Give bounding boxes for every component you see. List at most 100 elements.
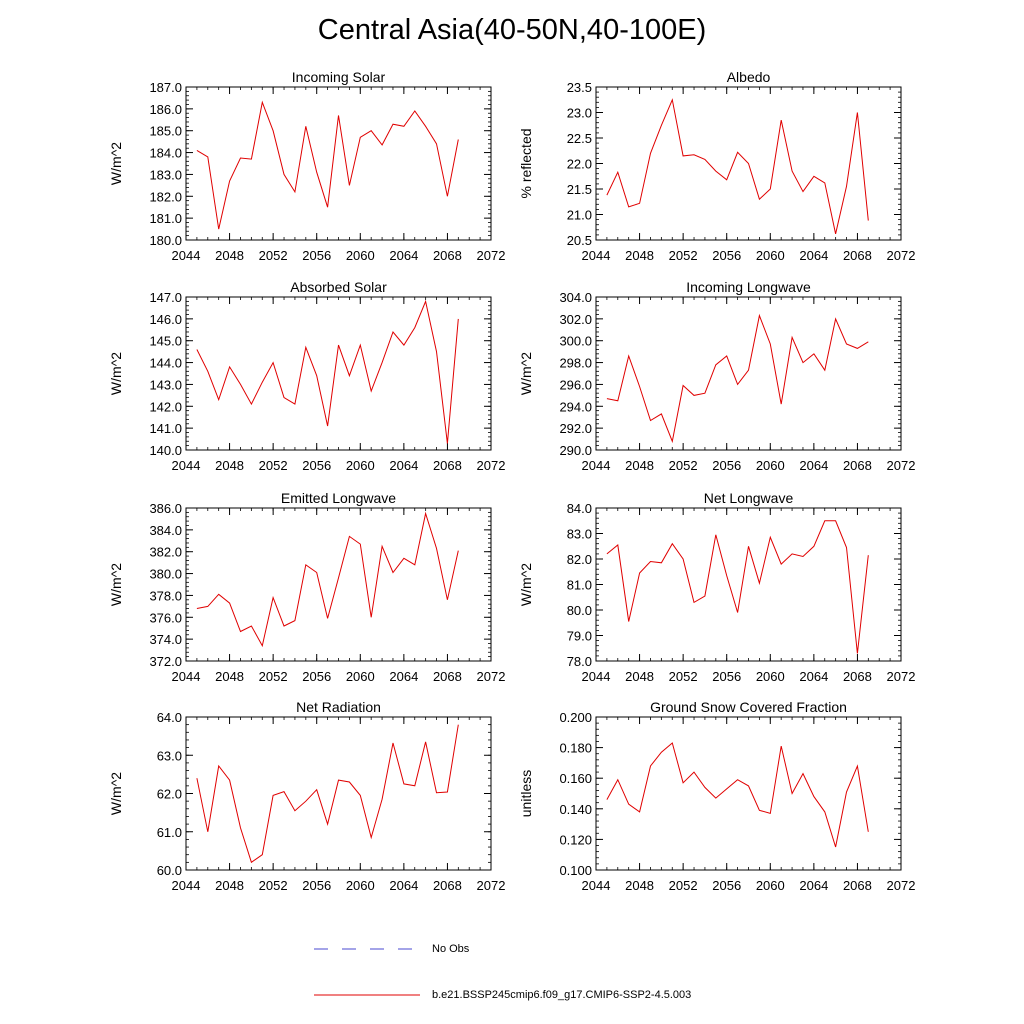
y-tick-label: 21.5 [567, 182, 592, 197]
plot-frame [185, 716, 492, 871]
x-tick-label: 2048 [625, 878, 654, 893]
y-tick-label: 83.0 [567, 527, 592, 542]
x-tick-label: 2044 [172, 878, 201, 893]
y-tick-label: 61.0 [157, 825, 182, 840]
y-tick-label: 304.0 [559, 290, 592, 305]
y-tick-label: 187.0 [149, 80, 182, 95]
x-tick-label: 2056 [712, 248, 741, 263]
series-line [196, 299, 459, 444]
x-tick-label: 2048 [625, 669, 654, 684]
x-tick-label: 2048 [215, 669, 244, 684]
chart-title: Absorbed Solar [290, 279, 387, 295]
legend-label-no-obs: No Obs [432, 943, 470, 955]
x-tick-label: 2056 [712, 669, 741, 684]
x-tick-label: 2064 [799, 458, 828, 473]
y-tick-label: 60.0 [157, 863, 182, 878]
x-tick-label: 2072 [477, 248, 506, 263]
y-tick-label: 183.0 [149, 167, 182, 182]
x-tick-label: 2056 [302, 248, 331, 263]
y-tick-label: 302.0 [559, 312, 592, 327]
x-tick-label: 2064 [389, 458, 418, 473]
y-tick-label: 384.0 [149, 523, 182, 538]
y-tick-label: 21.0 [567, 208, 592, 223]
y-tick-label: 374.0 [149, 632, 182, 647]
legend-swatch-model-run [314, 994, 420, 996]
x-tick-label: 2068 [843, 878, 872, 893]
y-tick-label: 292.0 [559, 421, 592, 436]
x-tick-label: 2068 [843, 669, 872, 684]
y-tick-label: 82.0 [567, 552, 592, 567]
x-tick-label: 2052 [669, 669, 698, 684]
x-tick-label: 2052 [669, 458, 698, 473]
y-tick-label: 144.0 [149, 356, 182, 371]
series-line [606, 98, 869, 235]
y-tick-label: 186.0 [149, 102, 182, 117]
x-tick-label: 2068 [843, 458, 872, 473]
x-tick-label: 2056 [302, 878, 331, 893]
plot-frame [595, 716, 902, 871]
chart-absorbed-solar: Absorbed Solar 2044 2048 2052 2056 2060 2064 20… [108, 279, 505, 473]
x-tick-label: 2044 [582, 248, 611, 263]
x-tick-label: 2064 [389, 878, 418, 893]
x-tick-label: 2072 [887, 669, 916, 684]
y-tick-label: 184.0 [149, 146, 182, 161]
x-tick-label: 2052 [669, 878, 698, 893]
x-tick-label: 2048 [625, 458, 654, 473]
y-axis-label: W/m^2 [108, 563, 124, 606]
plot-frame [595, 296, 902, 451]
x-tick-label: 2044 [172, 248, 201, 263]
y-tick-label: 294.0 [559, 399, 592, 414]
y-tick-label: 181.0 [149, 211, 182, 226]
y-tick-label: 80.0 [567, 603, 592, 618]
series-line [196, 511, 459, 648]
series-line [196, 100, 459, 230]
chart-title: Net Longwave [704, 490, 794, 506]
x-tick-label: 2060 [346, 669, 375, 684]
y-tick-label: 63.0 [157, 748, 182, 763]
x-tick-label: 2060 [346, 878, 375, 893]
x-tick-label: 2048 [215, 458, 244, 473]
y-tick-label: 0.120 [559, 832, 592, 847]
x-tick-label: 2056 [302, 458, 331, 473]
y-axis-label: W/m^2 [518, 352, 534, 395]
x-tick-label: 2044 [582, 669, 611, 684]
figure-title: Central Asia(40-50N,40-100E) [317, 14, 707, 46]
y-tick-label: 146.0 [149, 312, 182, 327]
chart-title: Incoming Solar [292, 69, 386, 85]
x-tick-label: 2056 [712, 878, 741, 893]
x-tick-label: 2056 [302, 669, 331, 684]
y-axis-label: W/m^2 [108, 772, 124, 815]
x-tick-label: 2056 [712, 458, 741, 473]
y-tick-label: 378.0 [149, 588, 182, 603]
y-axis-label: W/m^2 [108, 352, 124, 395]
y-tick-label: 145.0 [149, 334, 182, 349]
y-tick-label: 296.0 [559, 377, 592, 392]
x-tick-label: 2072 [477, 669, 506, 684]
chart-incoming-longwave: Incoming Longwave 2044 2048 2052 2056 2060 206… [518, 279, 915, 473]
chart-title: Incoming Longwave [686, 279, 811, 295]
x-tick-label: 2060 [756, 669, 785, 684]
chart-title: Emitted Longwave [281, 490, 396, 506]
chart-title: Net Radiation [296, 699, 381, 715]
series-line [606, 313, 869, 444]
x-tick-label: 2044 [582, 878, 611, 893]
series-line [606, 742, 869, 848]
y-tick-label: 81.0 [567, 578, 592, 593]
x-tick-label: 2060 [756, 248, 785, 263]
x-tick-label: 2064 [389, 669, 418, 684]
x-tick-label: 2048 [215, 248, 244, 263]
plot-frame [185, 86, 492, 241]
y-tick-label: 20.5 [567, 233, 592, 248]
y-tick-label: 23.5 [567, 80, 592, 95]
y-axis-label: W/m^2 [108, 142, 124, 185]
legend-swatch-no-obs [314, 948, 420, 950]
x-tick-label: 2060 [756, 458, 785, 473]
y-axis-label: W/m^2 [518, 563, 534, 606]
x-tick-label: 2052 [259, 248, 288, 263]
chart-emitted-longwave: Emitted Longwave 2044 2048 2052 2056 2060 2064… [108, 490, 505, 684]
x-tick-label: 2072 [477, 878, 506, 893]
x-tick-label: 2048 [215, 878, 244, 893]
x-tick-label: 2068 [433, 669, 462, 684]
y-tick-label: 22.5 [567, 131, 592, 146]
